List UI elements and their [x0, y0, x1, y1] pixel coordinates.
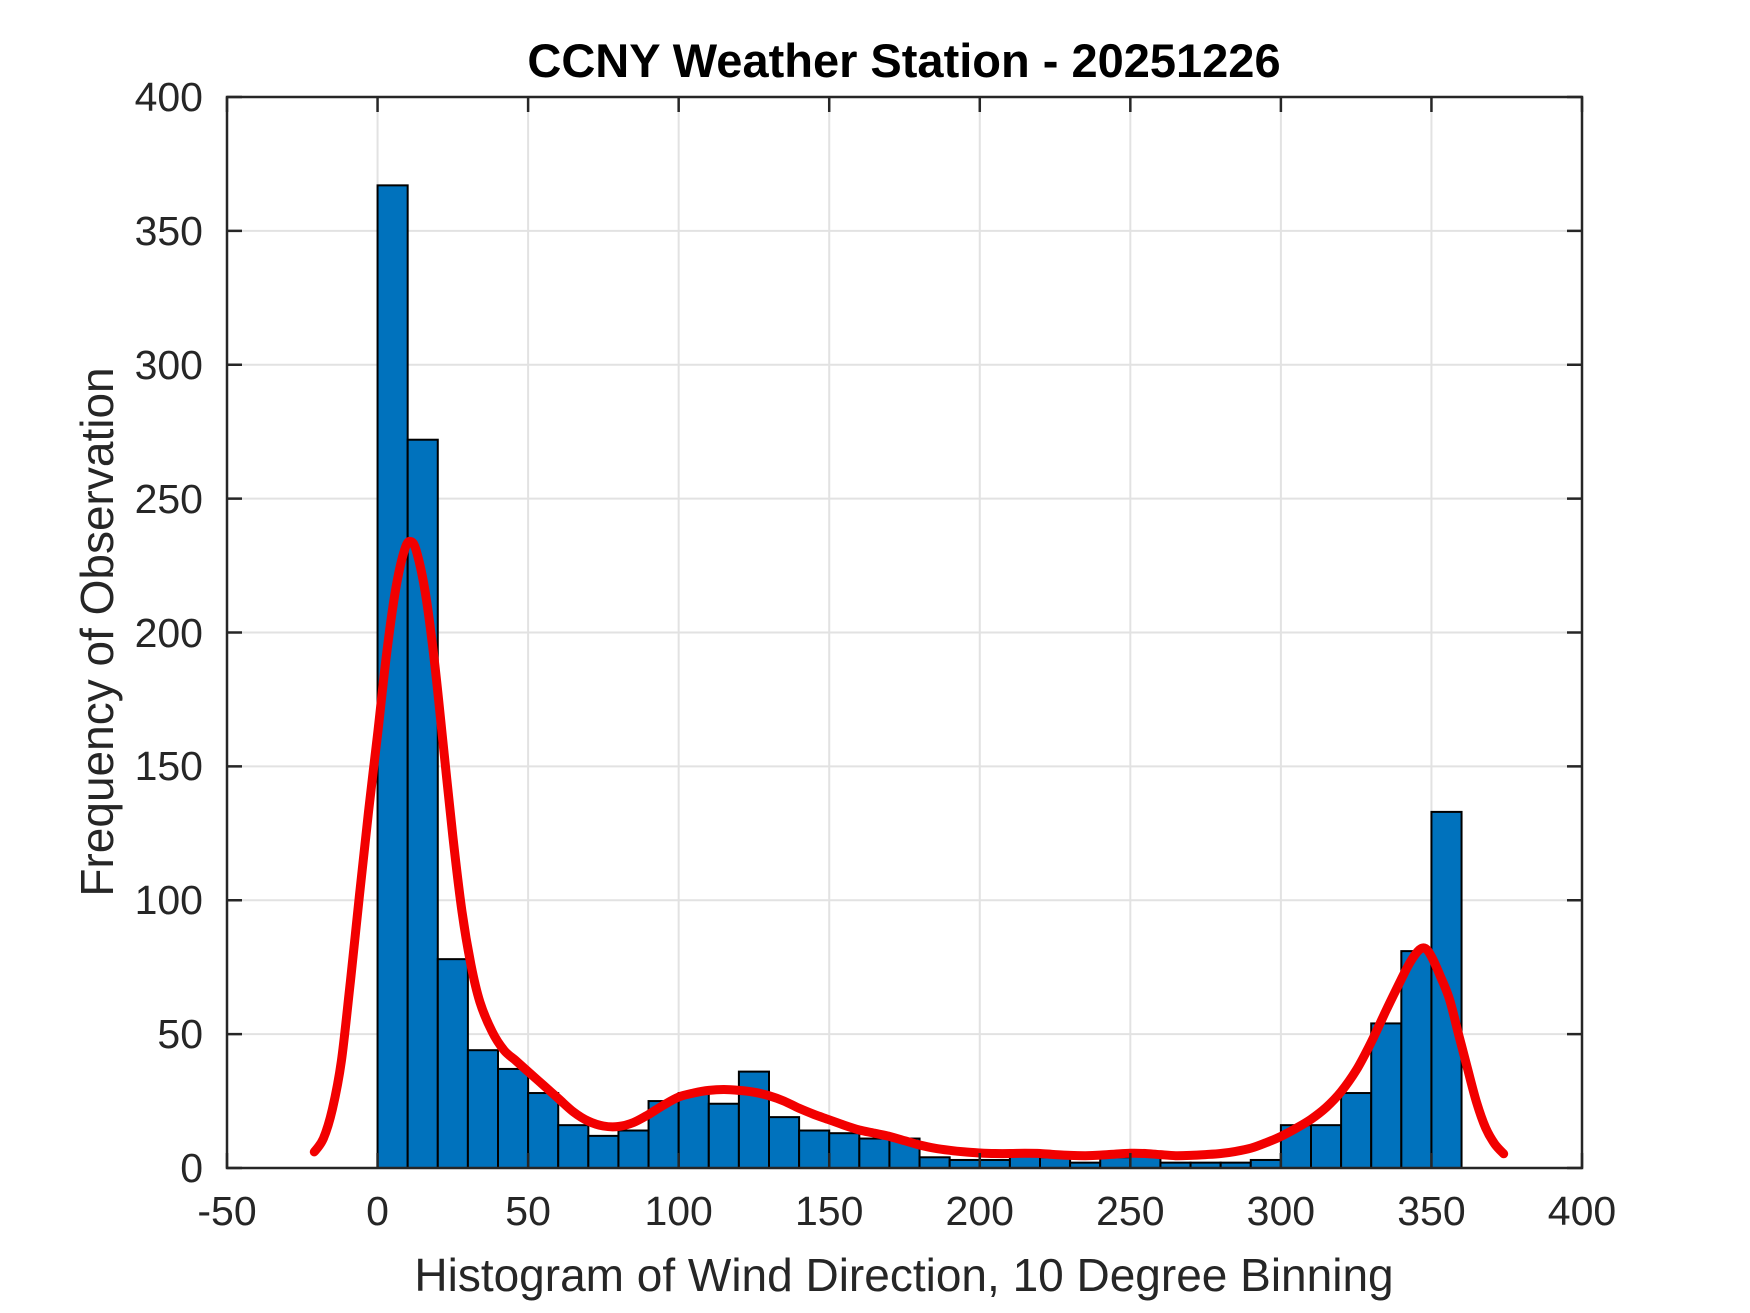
histogram-bar [1310, 1124, 1343, 1170]
histogram-bar [677, 1092, 710, 1170]
histogram-bar [858, 1137, 891, 1169]
histogram-bar [557, 1124, 590, 1170]
y-tick-label: 0 [180, 1145, 203, 1191]
y-tick-label: 200 [134, 609, 203, 656]
x-tick-label: 0 [366, 1188, 389, 1234]
x-tick-label: 50 [505, 1188, 551, 1234]
x-tick-label: -50 [197, 1188, 257, 1234]
y-tick-label: 350 [134, 207, 203, 254]
y-tick-label: 50 [157, 1011, 203, 1058]
histogram-bar [918, 1156, 951, 1170]
histogram-bar [1400, 950, 1433, 1169]
x-tick-label: 400 [1547, 1188, 1617, 1234]
histogram-bar [828, 1132, 861, 1170]
histogram-bar [737, 1070, 771, 1169]
histogram-bar [798, 1129, 831, 1170]
histogram-bar [617, 1129, 650, 1170]
histogram-bar [436, 958, 469, 1170]
y-tick-label: 300 [134, 341, 203, 388]
x-tick-label: 350 [1397, 1188, 1466, 1234]
y-tick-label: 250 [134, 475, 203, 522]
x-tick-label: 100 [644, 1188, 713, 1234]
x-tick-label: 200 [945, 1188, 1014, 1234]
y-tick-label: 100 [134, 877, 203, 924]
x-tick-label: 250 [1096, 1188, 1165, 1234]
chart-title: CCNY Weather Station - 20251226 [527, 34, 1281, 87]
x-tick-label: 300 [1246, 1188, 1316, 1234]
histogram-bar [1340, 1092, 1373, 1170]
histogram-bar [466, 1049, 499, 1169]
y-tick-label: 150 [134, 743, 203, 790]
x-axis-label: Histogram of Wind Direction, 10 Degree B… [414, 1249, 1394, 1301]
histogram-bar [497, 1067, 530, 1169]
histogram-bar [768, 1116, 801, 1169]
histogram-bar [527, 1092, 560, 1170]
histogram-bar [707, 1102, 740, 1169]
x-tick-label: 150 [795, 1188, 864, 1234]
density-line [309, 536, 1509, 1161]
histogram-bar [1370, 1022, 1403, 1169]
y-tick-label: 400 [134, 74, 203, 120]
histogram-bar [587, 1134, 620, 1169]
